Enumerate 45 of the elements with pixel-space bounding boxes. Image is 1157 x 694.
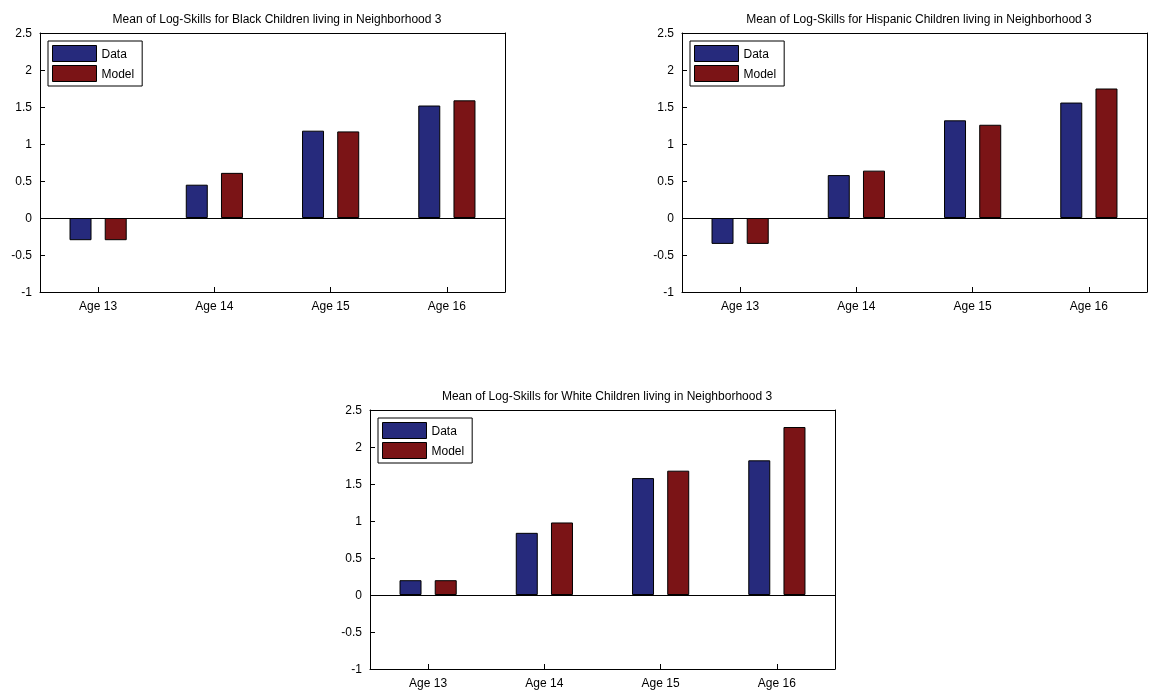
y-tick-label: 0 xyxy=(667,211,675,225)
y-tick-label: -1 xyxy=(21,285,33,299)
y-tick-label: 1.5 xyxy=(345,477,363,491)
x-tick-label: Age 15 xyxy=(311,299,350,313)
y-tick-label: 2.5 xyxy=(345,403,363,417)
y-tick-label: 1.5 xyxy=(15,100,33,114)
legend-label: Model xyxy=(101,66,135,81)
legend-label: Data xyxy=(743,46,770,61)
y-tick-label: -0.5 xyxy=(653,248,675,262)
y-tick-label: 0.5 xyxy=(657,174,675,188)
y-tick-label: 0.5 xyxy=(15,174,33,188)
legend-label: Model xyxy=(431,443,465,458)
x-tick-label: Age 13 xyxy=(79,299,118,313)
x-tick-label: Age 14 xyxy=(525,676,564,690)
legend-label: Model xyxy=(743,66,777,81)
x-tick-label: Age 16 xyxy=(757,676,797,690)
y-tick-label: 2 xyxy=(355,440,363,454)
y-tick-label: 2.5 xyxy=(15,26,33,40)
y-tick-label: 2 xyxy=(667,63,675,77)
y-tick-label: -1 xyxy=(663,285,675,299)
y-tick-label: -0.5 xyxy=(341,625,363,639)
y-tick-label: 1.5 xyxy=(657,100,675,114)
y-tick-label: 0.5 xyxy=(345,551,363,565)
chart-title: Mean of Log-Skills for Hispanic Children living in Neighborhood 3 xyxy=(746,12,1093,26)
y-tick-label: -0.5 xyxy=(11,248,33,262)
y-tick-label: 0 xyxy=(25,211,33,225)
y-tick-label: 1 xyxy=(667,137,675,151)
y-tick-label: 1 xyxy=(355,514,363,528)
y-tick-label: 2 xyxy=(25,63,33,77)
x-tick-label: Age 14 xyxy=(837,299,876,313)
x-tick-label: Age 15 xyxy=(953,299,992,313)
chart-title: Mean of Log-Skills for White Children living in Neighborhood 3 xyxy=(441,389,773,403)
x-tick-label: Age 14 xyxy=(195,299,234,313)
y-tick-label: 2.5 xyxy=(657,26,675,40)
x-tick-label: Age 16 xyxy=(1069,299,1109,313)
legend-label: Data xyxy=(431,423,458,438)
y-tick-label: 1 xyxy=(25,137,33,151)
x-tick-label: Age 15 xyxy=(641,676,680,690)
x-tick-label: Age 13 xyxy=(409,676,448,690)
x-tick-label: Age 16 xyxy=(427,299,467,313)
y-tick-label: -1 xyxy=(351,662,363,676)
chart-title: Mean of Log-Skills for Black Children living in Neighborhood 3 xyxy=(112,12,442,26)
y-tick-label: 0 xyxy=(355,588,363,602)
legend-label: Data xyxy=(101,46,128,61)
x-tick-label: Age 13 xyxy=(721,299,760,313)
